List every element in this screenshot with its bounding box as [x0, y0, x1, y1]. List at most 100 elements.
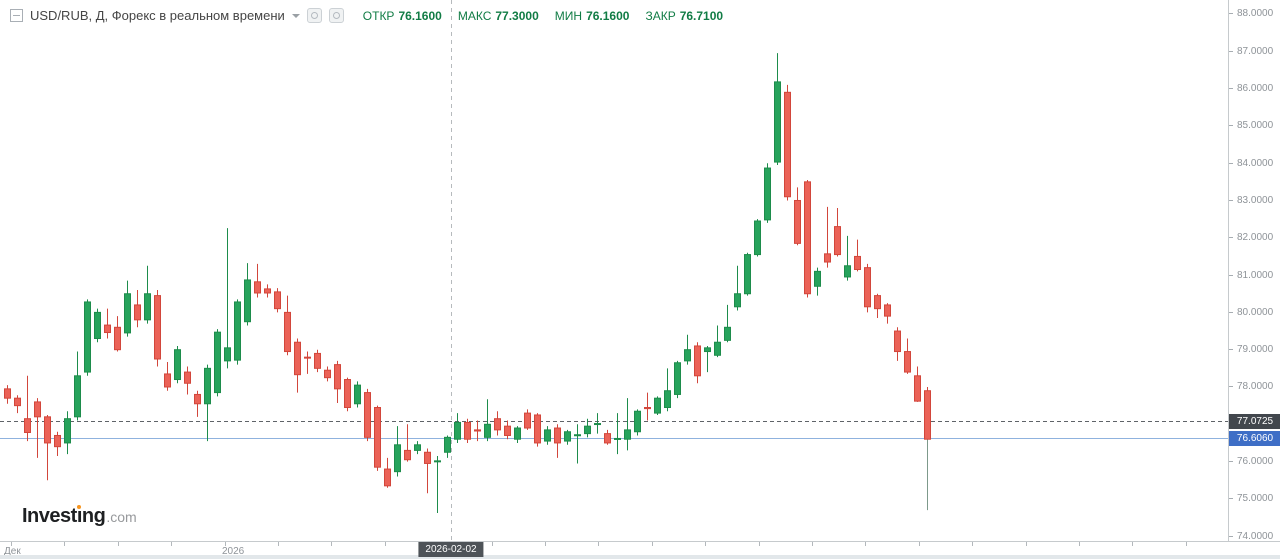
- candle[interactable]: [574, 424, 581, 464]
- candle[interactable]: [94, 308, 101, 343]
- candle[interactable]: [664, 368, 671, 412]
- candle[interactable]: [544, 426, 551, 445]
- candle[interactable]: [904, 338, 911, 374]
- candle[interactable]: [554, 424, 561, 458]
- candle[interactable]: [654, 396, 661, 415]
- candle[interactable]: [304, 351, 311, 374]
- candle[interactable]: [334, 360, 341, 404]
- chart-option-icon[interactable]: [328, 8, 344, 23]
- candle[interactable]: [694, 342, 701, 384]
- candle[interactable]: [364, 388, 371, 442]
- candle[interactable]: [134, 290, 141, 328]
- candlestick-chart[interactable]: [0, 0, 1228, 541]
- candle[interactable]: [784, 84, 791, 201]
- candle[interactable]: [454, 413, 461, 443]
- candle[interactable]: [124, 280, 131, 337]
- candle[interactable]: [284, 295, 291, 356]
- candle[interactable]: [734, 265, 741, 311]
- candle[interactable]: [854, 239, 861, 272]
- price-axis[interactable]: 77.0725 76.6060 88.0000 87.0000 86.0000 85.00…: [1228, 0, 1280, 542]
- candle[interactable]: [414, 441, 421, 455]
- candle[interactable]: [194, 390, 201, 417]
- candle[interactable]: [64, 411, 71, 455]
- candle[interactable]: [704, 345, 711, 373]
- candle[interactable]: [504, 420, 511, 440]
- candle[interactable]: [434, 455, 441, 514]
- candle[interactable]: [224, 228, 231, 369]
- candle[interactable]: [184, 366, 191, 395]
- chart-option-icon[interactable]: [306, 8, 322, 23]
- candle[interactable]: [404, 424, 411, 462]
- candle[interactable]: [394, 426, 401, 477]
- candle[interactable]: [724, 304, 731, 343]
- candle[interactable]: [534, 413, 541, 447]
- candle[interactable]: [84, 299, 91, 376]
- candle[interactable]: [484, 399, 491, 442]
- candle[interactable]: [324, 366, 331, 382]
- candle[interactable]: [374, 405, 381, 471]
- candle[interactable]: [914, 366, 921, 402]
- candle[interactable]: [584, 418, 591, 438]
- candle[interactable]: [684, 334, 691, 365]
- candle[interactable]: [874, 293, 881, 318]
- candle[interactable]: [824, 206, 831, 268]
- candle[interactable]: [254, 263, 261, 298]
- candle[interactable]: [444, 435, 451, 458]
- candle[interactable]: [234, 299, 241, 365]
- candle[interactable]: [674, 360, 681, 399]
- candle[interactable]: [244, 263, 251, 326]
- candle[interactable]: [894, 327, 901, 361]
- candle[interactable]: [624, 398, 631, 451]
- candle[interactable]: [214, 329, 221, 397]
- candle[interactable]: [834, 207, 841, 257]
- candle[interactable]: [294, 338, 301, 393]
- candle[interactable]: [174, 345, 181, 384]
- candle[interactable]: [154, 290, 161, 367]
- candle[interactable]: [754, 219, 761, 257]
- candle[interactable]: [764, 163, 771, 223]
- candle[interactable]: [24, 375, 31, 442]
- candle[interactable]: [104, 308, 111, 339]
- candle[interactable]: [384, 457, 391, 488]
- candle[interactable]: [4, 385, 11, 404]
- candle[interactable]: [564, 429, 571, 445]
- collapse-icon[interactable]: [10, 9, 23, 22]
- candle[interactable]: [814, 267, 821, 296]
- candle[interactable]: [604, 429, 611, 445]
- candle[interactable]: [424, 448, 431, 494]
- candle[interactable]: [864, 263, 871, 313]
- candle[interactable]: [774, 53, 781, 166]
- chevron-down-icon[interactable]: [291, 13, 300, 22]
- candle[interactable]: [74, 351, 81, 421]
- time-axis[interactable]: 2026-02-02 Дек 2026: [0, 541, 1280, 559]
- candle[interactable]: [844, 235, 851, 281]
- candle[interactable]: [474, 420, 481, 442]
- candle[interactable]: [744, 252, 751, 296]
- candle[interactable]: [44, 414, 51, 481]
- candle[interactable]: [494, 411, 501, 436]
- candle[interactable]: [464, 418, 471, 443]
- candle[interactable]: [924, 386, 931, 511]
- candle[interactable]: [274, 288, 281, 313]
- candle[interactable]: [884, 303, 891, 324]
- symbol-title[interactable]: USD/RUB, Д, Форекс в реальном времени: [30, 8, 285, 23]
- candle[interactable]: [264, 284, 271, 298]
- candle[interactable]: [594, 413, 601, 434]
- chart-plot-area[interactable]: USD/RUB, Д, Форекс в реальном времени ОТ…: [0, 0, 1228, 541]
- candle[interactable]: [714, 325, 721, 358]
- candle[interactable]: [14, 395, 21, 414]
- candle[interactable]: [794, 187, 801, 246]
- candle[interactable]: [514, 426, 521, 443]
- candle[interactable]: [144, 265, 151, 324]
- candle[interactable]: [314, 349, 321, 373]
- candle[interactable]: [204, 364, 211, 442]
- candle[interactable]: [524, 409, 531, 430]
- candle[interactable]: [804, 179, 811, 298]
- candle[interactable]: [34, 398, 41, 458]
- candle[interactable]: [614, 413, 621, 455]
- candle[interactable]: [354, 381, 361, 408]
- candle[interactable]: [644, 392, 651, 421]
- candle[interactable]: [344, 377, 351, 412]
- candle[interactable]: [164, 361, 171, 391]
- candle[interactable]: [114, 316, 121, 352]
